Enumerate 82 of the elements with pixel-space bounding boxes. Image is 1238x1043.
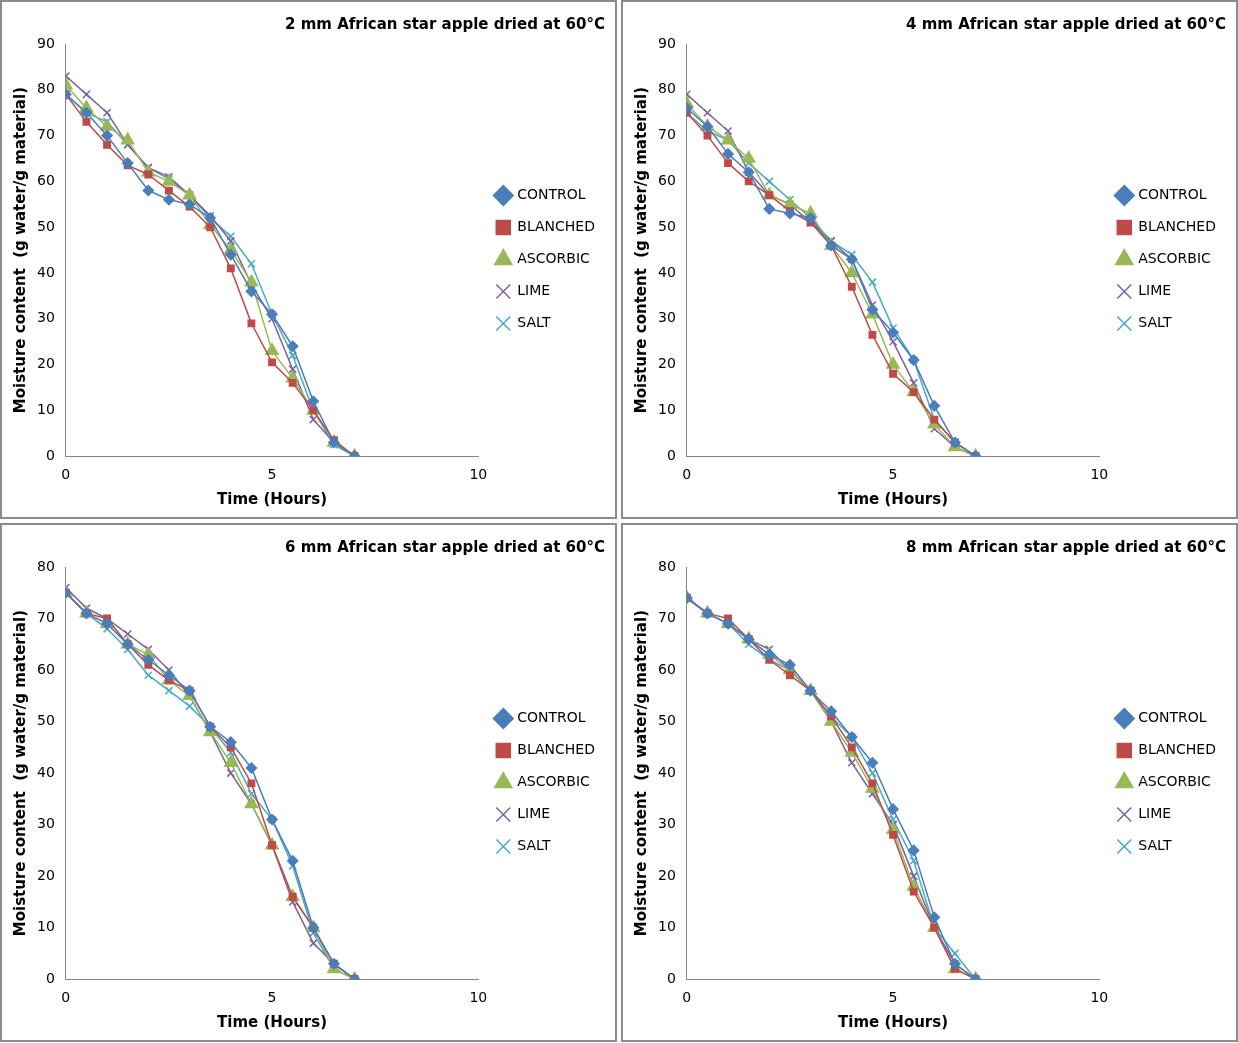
x-tick-label: 5 — [888, 989, 898, 1006]
y-tick-label: 70 — [36, 609, 55, 626]
y-axis-title: Moisture content (g water/g material) — [10, 87, 29, 414]
y-tick-label: 80 — [36, 80, 55, 97]
y-tick-label: 0 — [666, 446, 676, 463]
legend-label: LIME — [1138, 805, 1172, 822]
y-tick-label: 20 — [657, 355, 676, 372]
chart-title: 8 mm African star apple dried at 60°C — [905, 537, 1226, 556]
y-tick-label: 10 — [36, 401, 55, 418]
y-tick-label: 20 — [36, 355, 55, 372]
x-axis-title: Time (Hours) — [217, 1012, 328, 1031]
x-tick-label: 0 — [61, 466, 71, 483]
x-axis-title: Time (Hours) — [838, 1012, 949, 1031]
y-tick-label: 60 — [36, 172, 55, 189]
legend-label: CONTROL — [1138, 709, 1207, 726]
x-tick-label: 0 — [682, 989, 692, 1006]
y-tick-label: 30 — [657, 309, 676, 326]
y-tick-label: 80 — [657, 557, 676, 574]
y-axis-title: Moisture content (g water/g material) — [631, 87, 650, 414]
x-tick-label: 0 — [61, 989, 71, 1006]
y-tick-label: 20 — [36, 866, 55, 883]
chart-title: 4 mm African star apple dried at 60°C — [905, 14, 1226, 33]
y-tick-label: 50 — [657, 712, 676, 729]
y-tick-label: 0 — [45, 446, 55, 463]
legend-label: CONTROL — [517, 186, 586, 203]
y-tick-label: 50 — [36, 217, 55, 234]
legend-label: BLANCHED — [1138, 741, 1217, 758]
y-tick-label: 80 — [657, 80, 676, 97]
x-tick-label: 5 — [888, 466, 898, 483]
y-tick-label: 70 — [657, 609, 676, 626]
legend-label: ASCORBIC — [517, 773, 591, 790]
y-tick-label: 40 — [657, 263, 676, 280]
x-tick-label: 5 — [267, 989, 277, 1006]
legend-label: LIME — [517, 282, 551, 299]
y-tick-label: 60 — [657, 660, 676, 677]
y-tick-label: 20 — [657, 866, 676, 883]
legend-label: LIME — [1138, 282, 1172, 299]
legend-label: SALT — [1138, 314, 1172, 331]
y-tick-label: 80 — [36, 557, 55, 574]
legend-label: ASCORBIC — [1138, 250, 1212, 267]
y-tick-label: 30 — [36, 309, 55, 326]
y-tick-label: 50 — [657, 217, 676, 234]
y-axis-title: Moisture content (g water/g material) — [631, 610, 650, 937]
y-tick-label: 10 — [36, 918, 55, 935]
y-tick-label: 50 — [36, 712, 55, 729]
y-tick-label: 40 — [36, 263, 55, 280]
legend-label: BLANCHED — [1138, 218, 1217, 235]
legend-label: ASCORBIC — [517, 250, 591, 267]
y-tick-label: 70 — [36, 126, 55, 143]
x-tick-label: 10 — [1090, 466, 1109, 483]
x-tick-label: 5 — [267, 466, 277, 483]
chart-title: 2 mm African star apple dried at 60°C — [284, 14, 605, 33]
x-tick-label: 10 — [469, 989, 488, 1006]
x-axis-title: Time (Hours) — [838, 489, 949, 508]
legend-label: SALT — [1138, 837, 1172, 854]
x-tick-label: 10 — [469, 466, 488, 483]
y-tick-label: 70 — [657, 126, 676, 143]
legend-label: LIME — [517, 805, 551, 822]
y-tick-label: 90 — [657, 34, 676, 51]
x-tick-label: 10 — [1090, 989, 1109, 1006]
y-tick-label: 0 — [45, 969, 55, 986]
legend-label: CONTROL — [517, 709, 586, 726]
y-tick-label: 30 — [657, 815, 676, 832]
y-tick-label: 40 — [36, 763, 55, 780]
y-tick-label: 60 — [36, 660, 55, 677]
y-tick-label: 0 — [666, 969, 676, 986]
y-tick-label: 60 — [657, 172, 676, 189]
y-tick-label: 90 — [36, 34, 55, 51]
legend-label: ASCORBIC — [1138, 773, 1212, 790]
x-axis-title: Time (Hours) — [217, 489, 328, 508]
y-tick-label: 40 — [657, 763, 676, 780]
legend-label: CONTROL — [1138, 186, 1207, 203]
legend-label: SALT — [517, 314, 551, 331]
legend-label: BLANCHED — [517, 741, 596, 758]
y-tick-label: 30 — [36, 815, 55, 832]
y-axis-title: Moisture content (g water/g material) — [10, 610, 29, 937]
chart-title: 6 mm African star apple dried at 60°C — [284, 537, 605, 556]
y-tick-label: 10 — [657, 918, 676, 935]
legend-label: BLANCHED — [517, 218, 596, 235]
y-tick-label: 10 — [657, 401, 676, 418]
legend-label: SALT — [517, 837, 551, 854]
x-tick-label: 0 — [682, 466, 692, 483]
